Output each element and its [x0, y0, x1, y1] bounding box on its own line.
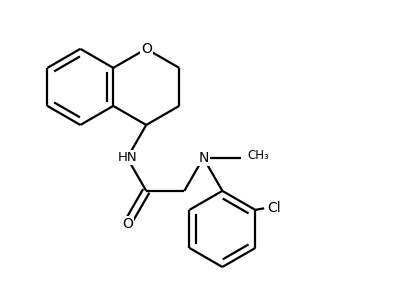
- Text: Cl: Cl: [267, 201, 281, 215]
- Text: CH₃: CH₃: [247, 149, 269, 162]
- Text: N: N: [198, 151, 209, 165]
- Text: HN: HN: [118, 151, 137, 164]
- Text: O: O: [141, 42, 152, 56]
- Text: O: O: [122, 217, 133, 231]
